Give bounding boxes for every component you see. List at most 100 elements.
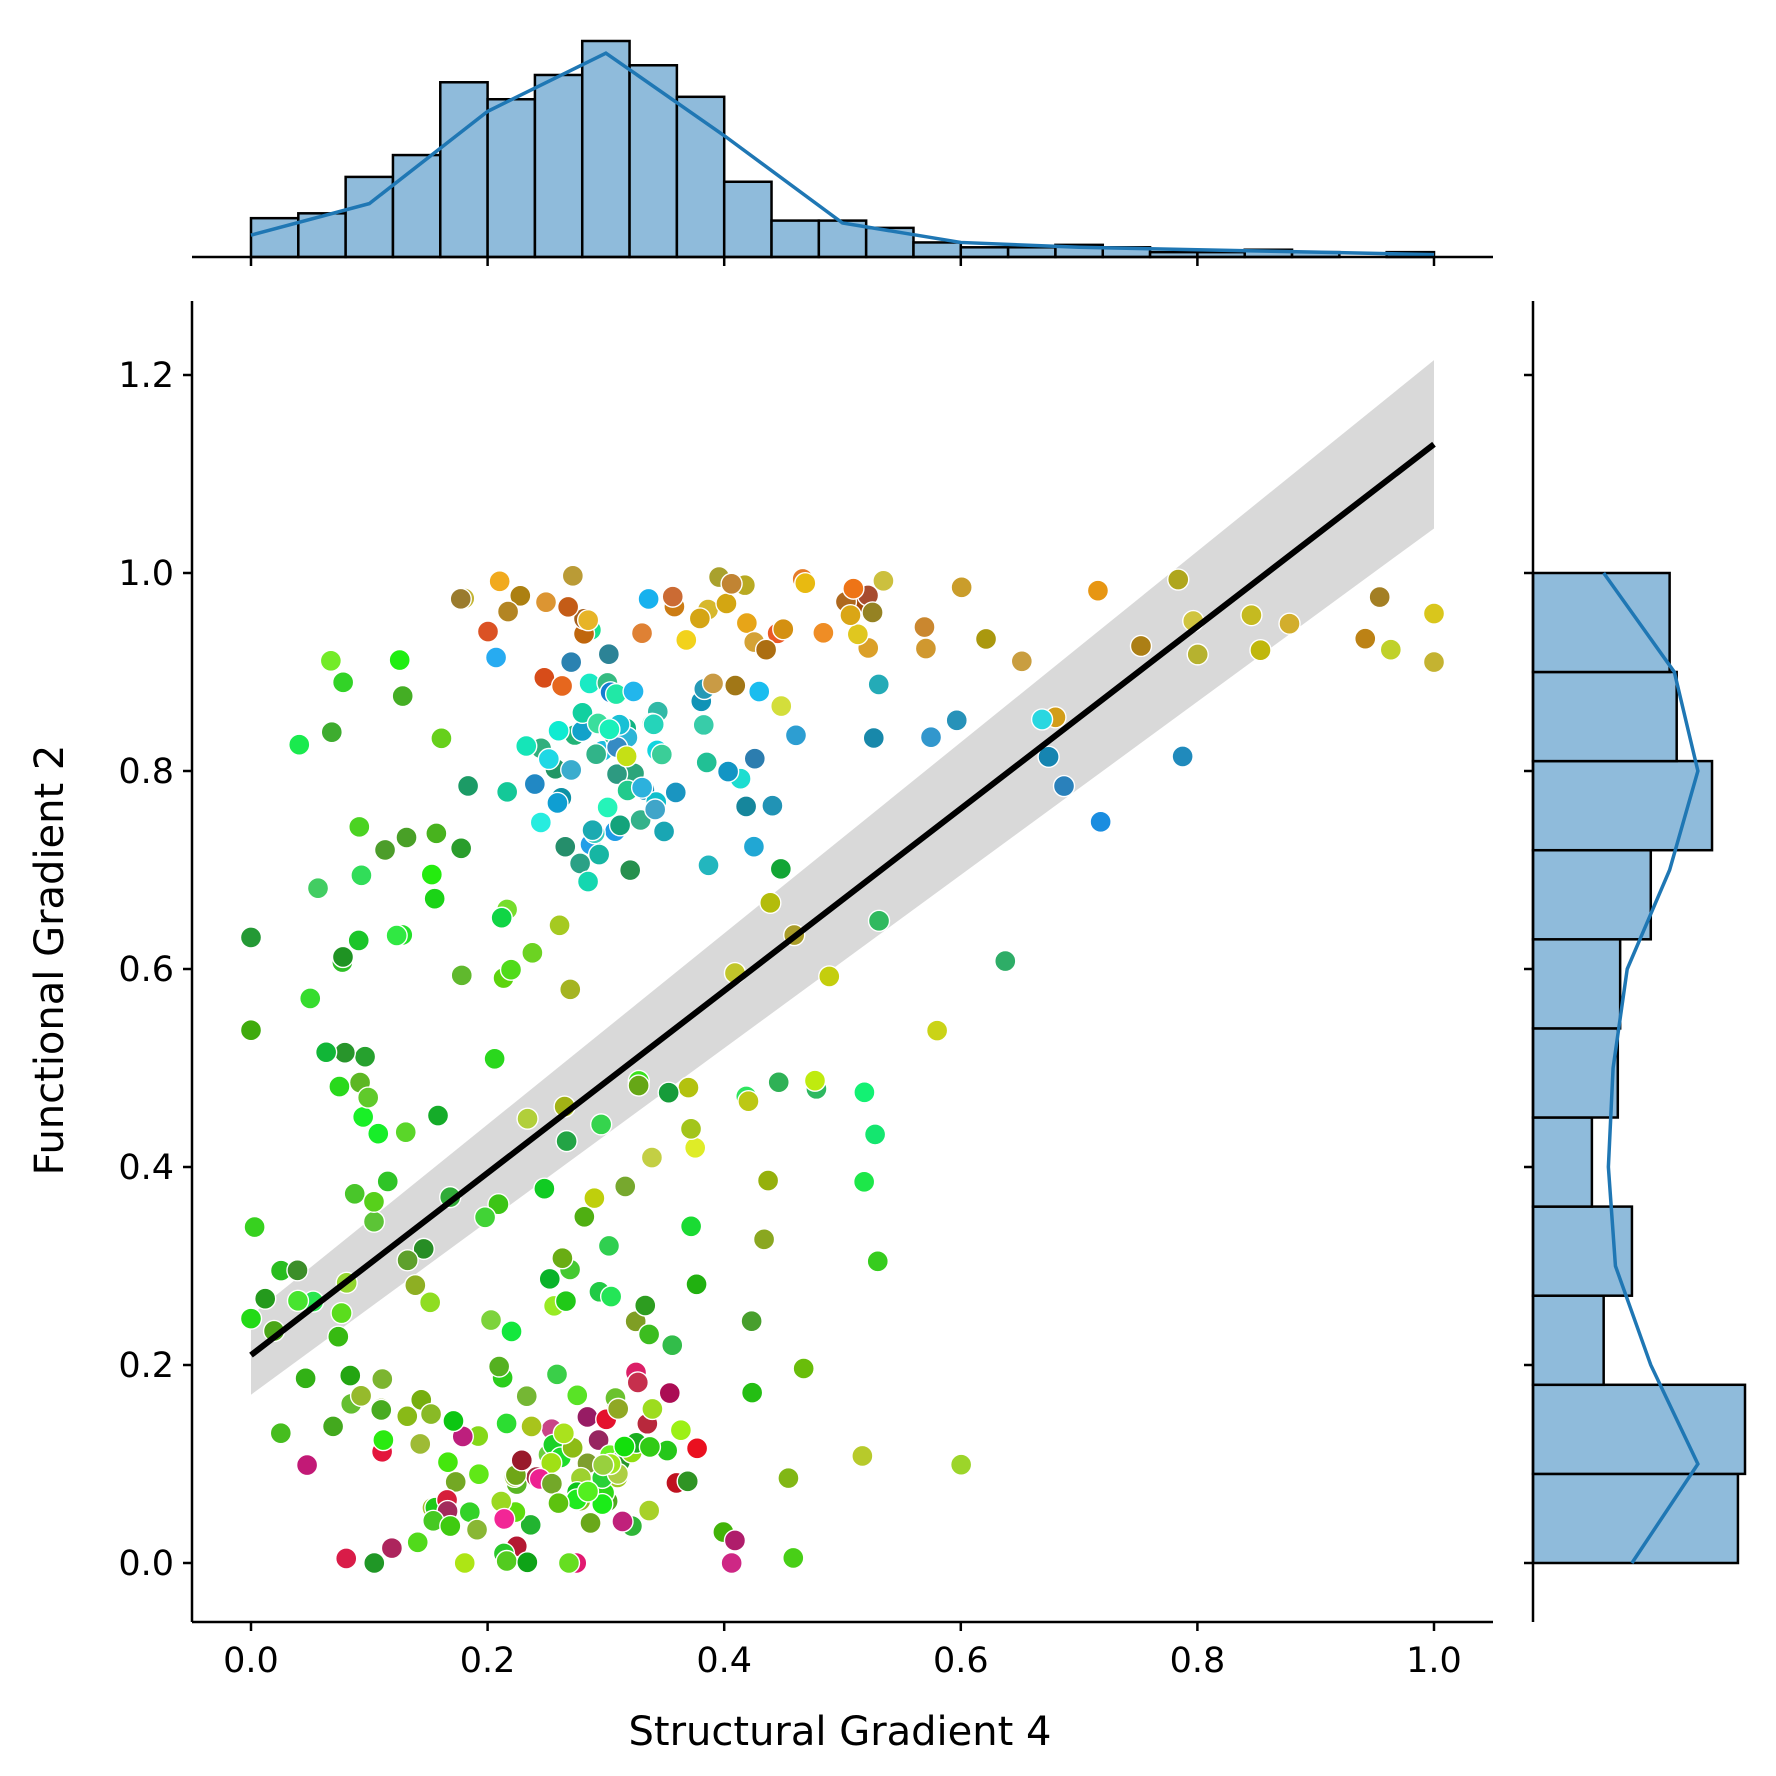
scatter-point	[867, 909, 891, 933]
scatter-point	[652, 820, 676, 843]
scatter-point	[356, 1086, 380, 1109]
right-histogram-bar	[1531, 1205, 1634, 1297]
scatter-point	[449, 587, 472, 611]
main-scatter-plot: 0.0 0.2 0.4 0.6 0.8 1.0 0.0 0.2 0.4 0.6 0.8 1.0 1.2…	[27, 301, 1493, 1755]
scatter-point	[784, 724, 808, 747]
scatter-point	[742, 835, 766, 858]
scatter-point	[867, 673, 890, 696]
scatter-point	[576, 1480, 600, 1503]
scatter-point	[1278, 612, 1301, 635]
scatter-point	[362, 1190, 386, 1213]
scatter-point	[640, 1146, 664, 1169]
scatter-point	[554, 1289, 578, 1313]
scatter-point	[560, 758, 583, 782]
scatter-point	[851, 1444, 874, 1468]
scatter-point	[487, 1193, 510, 1216]
scatter-point	[679, 1215, 703, 1238]
scatter-point	[519, 1513, 542, 1537]
top-histogram-bar	[439, 81, 489, 259]
right-histogram-bar	[1531, 1294, 1605, 1387]
right-kde-curve	[1602, 571, 1700, 1564]
top-histogram-bar	[391, 153, 442, 259]
scatter-point	[597, 643, 621, 666]
scatter-point	[493, 1507, 516, 1531]
scatter-point	[396, 1405, 419, 1428]
y-tick-label: 1.2	[118, 356, 174, 396]
scatter-point	[614, 1175, 637, 1198]
scatter-point	[351, 1105, 375, 1129]
scatter-point	[852, 1170, 876, 1194]
scatter-point	[695, 751, 718, 774]
y-tick-label: 0.8	[118, 752, 174, 792]
scatter-point	[388, 648, 411, 672]
scatter-point	[286, 1289, 310, 1313]
scatter-point	[630, 776, 654, 799]
scatter-point	[552, 1422, 576, 1445]
scatter-point	[769, 857, 793, 881]
scatter-point	[1052, 774, 1076, 798]
scatter-point	[619, 858, 642, 882]
scatter-point	[734, 795, 758, 818]
scatter-point	[436, 1450, 460, 1474]
scatter-point	[425, 822, 448, 845]
scatter-point	[715, 592, 738, 615]
scatter-point	[839, 604, 862, 627]
y-axis-label: Functional Gradient 2	[27, 745, 73, 1176]
y-tick-label: 0.4	[118, 1148, 174, 1188]
scatter-point	[333, 1041, 357, 1064]
scatter-point	[453, 1551, 476, 1575]
scatter-point	[286, 1259, 309, 1282]
regression-line	[249, 441, 1436, 1358]
scatter-point	[547, 1491, 570, 1515]
scatter-point	[521, 941, 544, 965]
scatter-point	[495, 780, 519, 804]
scatter-point	[559, 650, 583, 674]
top-histogram-bar	[722, 180, 773, 259]
scatter-point	[777, 1466, 800, 1490]
scatter-point	[576, 608, 600, 632]
scatter-point	[538, 1267, 561, 1291]
scatter-point	[243, 1215, 266, 1239]
scatter-point	[637, 587, 660, 611]
scatter-point	[515, 734, 538, 758]
scatter-point	[579, 1511, 602, 1535]
right-histogram-bar	[1531, 1116, 1594, 1208]
scatter-point	[627, 1074, 650, 1097]
x-tick-label: 0.6	[933, 1641, 989, 1681]
scatter-point	[949, 1453, 973, 1476]
scatter-point	[770, 694, 793, 718]
scatter-point	[515, 1384, 538, 1408]
scatter-point	[692, 713, 715, 737]
scatter-point	[720, 1551, 743, 1575]
scatter-point	[1030, 708, 1054, 731]
x-axis-ticks: 0.0 0.2 0.4 0.6 0.8 1.0	[223, 1622, 1462, 1681]
scatter-point	[925, 1019, 949, 1042]
top-kde-curve	[250, 51, 1435, 257]
right-histogram-bar	[1531, 571, 1671, 674]
scatter-point	[490, 906, 513, 929]
top-histogram-bar	[770, 219, 821, 259]
scatter-points	[239, 564, 1446, 1575]
x-axis-label: Structural Gradient 4	[629, 1709, 1052, 1755]
top-histogram-bar	[628, 64, 679, 259]
scatter-point	[634, 1294, 657, 1317]
y-tick-label: 0.0	[118, 1544, 174, 1584]
scatter-point	[637, 1323, 661, 1346]
scatter-point	[748, 680, 771, 703]
scatter-point	[605, 762, 629, 786]
scatter-point	[664, 781, 687, 804]
scatter-point	[724, 674, 747, 697]
scatter-point	[362, 1210, 386, 1233]
scatter-point	[239, 1307, 263, 1330]
main-axes	[190, 301, 1493, 1624]
scatter-point	[950, 576, 973, 599]
scatter-point	[607, 1397, 630, 1421]
scatter-point	[581, 818, 604, 842]
scatter-point	[339, 1364, 362, 1387]
scatter-point	[861, 601, 884, 624]
scatter-point	[373, 838, 397, 862]
scatter-point	[1171, 745, 1194, 768]
scatter-point	[583, 1186, 606, 1210]
scatter-point	[561, 564, 585, 588]
